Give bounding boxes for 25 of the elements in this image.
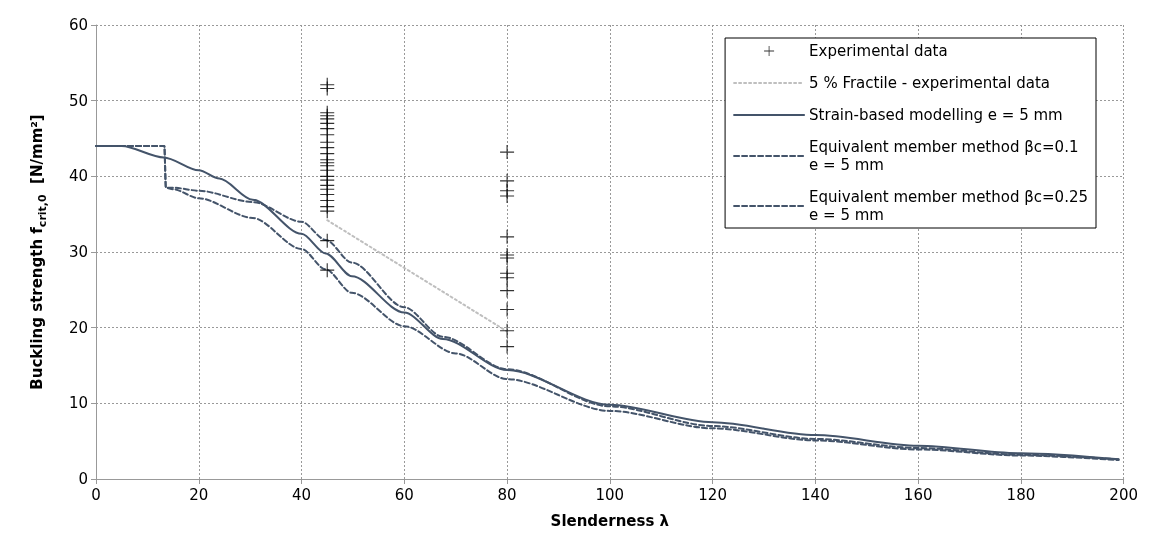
x-axis-title: Slenderness λ bbox=[550, 511, 670, 530]
y-axis-title: Buckling strength fcrit,0 [N/mm²] bbox=[28, 114, 49, 390]
y-tick-label: 20 bbox=[68, 318, 88, 337]
x-tick-label: 160 bbox=[903, 485, 933, 504]
x-tick-label: 40 bbox=[291, 485, 312, 504]
x-tick-label: 0 bbox=[91, 485, 101, 504]
legend-label: Strain-based modelling e = 5 mm bbox=[809, 106, 1063, 124]
y-tick-label: 40 bbox=[68, 167, 88, 186]
legend-label: 5 % Fractile - experimental data bbox=[809, 74, 1051, 92]
x-tick-label: 140 bbox=[801, 485, 830, 504]
x-tick-label: 20 bbox=[189, 485, 209, 504]
y-tick-label: 60 bbox=[68, 16, 88, 34]
x-tick-label: 200 bbox=[1109, 485, 1139, 504]
legend-label: Experimental data bbox=[809, 42, 948, 60]
x-tick-label: 120 bbox=[698, 485, 727, 504]
y-tick-label: 0 bbox=[78, 470, 88, 488]
y-tick-label: 50 bbox=[68, 91, 88, 110]
y-tick-label: 10 bbox=[68, 394, 88, 413]
x-tick-label: 60 bbox=[394, 485, 414, 504]
legend-label: Equivalent member method βc=0.25 e = 5 mm bbox=[809, 188, 1089, 224]
x-tick-label: 100 bbox=[595, 485, 625, 504]
x-tick-label: 180 bbox=[1006, 485, 1036, 504]
x-tick-label: 80 bbox=[497, 485, 517, 504]
legend-label: Equivalent member method βc=0.1 e = 5 mm bbox=[809, 138, 1079, 174]
y-tick-label: 30 bbox=[68, 243, 88, 261]
